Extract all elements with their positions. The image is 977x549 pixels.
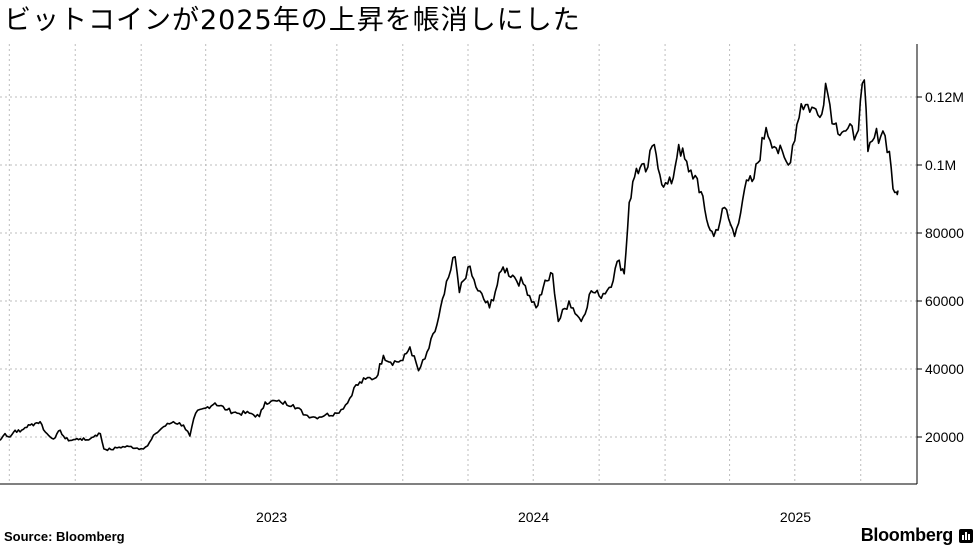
y-tick-label: 40000 [925,361,964,377]
x-tick-label: 2025 [780,509,811,525]
x-axis: 2023 2024 2025 [0,483,917,525]
x-tick-label: 2023 [256,509,287,525]
y-tick-label: 0.12M [925,89,964,105]
bloomberg-mark-icon [959,528,973,543]
series-line [0,79,899,452]
y-tick-label: 80000 [925,225,964,241]
brand-name: Bloomberg [860,525,954,545]
y-tick-label: 60000 [925,293,964,309]
source-note: Source: Bloomberg [4,529,125,544]
y-axis: 20000 40000 60000 80000 0.1M 0.12M [916,44,964,484]
x-tick-label: 2024 [518,509,549,525]
grid-lines [0,44,917,484]
y-tick-label: 20000 [925,429,964,445]
y-tick-label: 0.1M [925,157,956,173]
chart-title: ビットコインが2025年の上昇を帳消しにした [4,5,581,36]
bloomberg-logo: Bloomberg [861,525,973,546]
